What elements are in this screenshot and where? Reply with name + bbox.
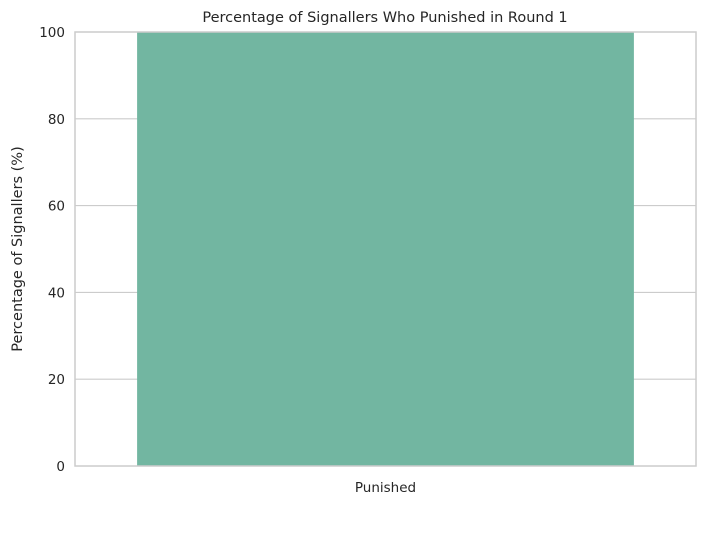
x-tick-labels: Punished (355, 480, 416, 496)
y-axis-label: Percentage of Signallers (%) (10, 146, 26, 351)
plot-frame (74, 31, 697, 467)
y-tick-label: 40 (48, 285, 65, 301)
y-tick-label: 0 (56, 459, 65, 475)
bars (137, 32, 634, 466)
y-tick-labels: 0 20 40 60 80 100 (39, 25, 65, 475)
x-tick-label: Punished (355, 480, 416, 496)
bar-punished (137, 32, 634, 466)
y-tick-label: 80 (48, 112, 65, 128)
axes-frame (74, 31, 697, 467)
y-tick-label: 20 (48, 372, 65, 388)
y-tick-label: 60 (48, 199, 65, 215)
chart-title: Percentage of Signallers Who Punished in… (202, 10, 567, 26)
y-tick-label: 100 (39, 25, 65, 41)
